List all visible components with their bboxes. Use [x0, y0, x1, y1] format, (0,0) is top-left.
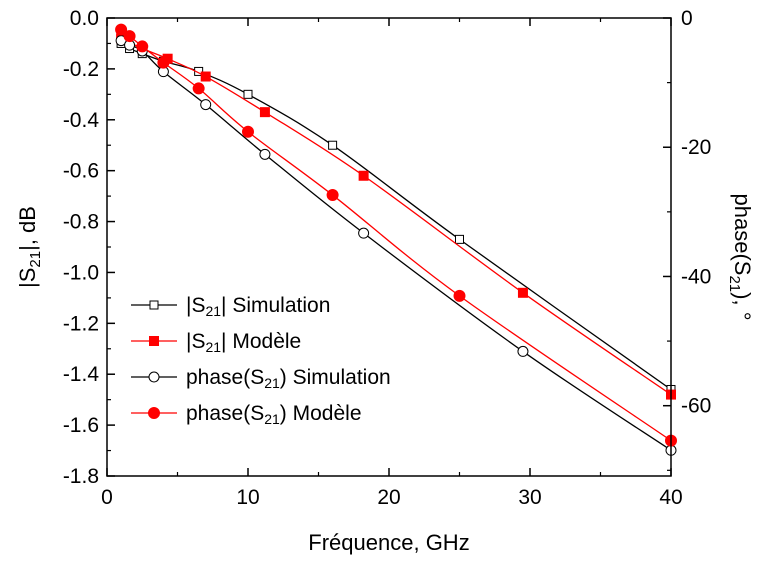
legend-4-label-sub: 21	[264, 411, 280, 427]
series-4-point	[326, 189, 339, 202]
legend-2-label-base: |S	[186, 330, 205, 353]
y-left-tick-label: -1.8	[63, 465, 99, 488]
series-2-point	[358, 170, 369, 181]
legend-3-marker	[148, 371, 160, 383]
y-axis-left-title-tail: |, dB	[15, 206, 40, 251]
series-1-point	[328, 140, 338, 150]
series-2-point	[259, 107, 270, 118]
legend-3-label-base: phase(S	[186, 366, 264, 389]
y-left-tick-label: 0.0	[70, 7, 99, 30]
series-1-line	[120, 42, 672, 391]
legend-2-label: |S21| Modèle	[186, 330, 301, 355]
y-axis-right-title: phase(S21), °	[727, 194, 756, 321]
y-left-tick-label: -0.2	[63, 58, 99, 81]
y-axis-left-title: |S21|, dB	[15, 206, 44, 288]
series-2-line	[120, 37, 672, 396]
y-left-tick-label: -1.2	[63, 312, 99, 335]
y-right-tick-label: -20	[681, 136, 711, 159]
series-3-point	[200, 99, 212, 111]
legend-2-label-sub: 21	[205, 339, 221, 355]
y-left-tick-label: -1.6	[63, 414, 99, 437]
series-4-line	[120, 29, 672, 442]
y-left-tick-label: -1.4	[63, 363, 100, 386]
series-4-point	[123, 30, 136, 43]
y-right-tick-label: -40	[681, 265, 711, 288]
x-tick-label: 10	[236, 486, 259, 509]
legend-2-marker	[149, 336, 159, 346]
legend-4-label-tail: ) Modèle	[280, 402, 362, 425]
series-4-point	[192, 82, 205, 95]
series-2-point	[517, 287, 528, 298]
y-axis-right-title-tail: ), °	[730, 292, 755, 320]
series-2-point	[200, 71, 211, 82]
y-right-tick-label: 0	[681, 7, 693, 30]
series-1-point	[243, 89, 253, 99]
series-4-point	[242, 125, 254, 138]
axes-layer: 0 10 20 30 40 0.0 -0.2 -0.4 -0.6 -0.8 -1.0 -1.2 -1.4…	[63, 7, 712, 509]
legend-1-marker	[149, 300, 159, 310]
legend-2-label-tail: | Modèle	[221, 330, 301, 353]
series-4-point	[453, 289, 466, 302]
y-left-tick-label: -0.4	[63, 109, 100, 132]
y-axis-left-title-sub: 21	[27, 251, 44, 268]
legend-4-marker	[148, 407, 160, 419]
x-tick-label: 30	[518, 486, 541, 509]
y-left-tick-label: -0.6	[63, 160, 99, 183]
y-left-tick-label: -0.8	[63, 211, 99, 234]
series-3-point	[358, 227, 370, 239]
series-4-point	[136, 40, 149, 53]
legend-1-label-sub: 21	[205, 303, 221, 319]
y-right-tick-label: -60	[681, 395, 711, 418]
marks-layer	[115, 23, 677, 456]
series-1-point	[455, 234, 464, 244]
x-tick-label: 40	[659, 486, 682, 509]
y-axis-right-title-base: phase(S	[730, 194, 755, 276]
legend-3-label-sub: 21	[264, 375, 280, 391]
legend-3-label-tail: ) Simulation	[280, 366, 391, 389]
y-axis-left-title-base: |S	[15, 268, 40, 288]
legend-1-label-tail: | Simulation	[221, 294, 330, 317]
legend-3-label: phase(S21) Simulation	[186, 366, 391, 391]
x-tick-label: 0	[101, 486, 113, 509]
series-3-point	[259, 148, 271, 160]
legend-4-label-base: phase(S	[186, 402, 264, 425]
legend-4-label: phase(S21) Modèle	[186, 402, 362, 427]
legend-1-label-base: |S	[186, 294, 205, 317]
series-4-point	[115, 23, 128, 36]
series-4-point	[157, 56, 170, 69]
y-axis-right-title-sub: 21	[727, 275, 744, 292]
y-left-tick-label: -1.0	[63, 261, 99, 284]
legend-1-label: |S21| Simulation	[186, 294, 330, 319]
series-3-point	[517, 345, 529, 357]
x-tick-label: 20	[377, 486, 400, 509]
x-axis-title: Fréquence, GHz	[308, 530, 469, 555]
